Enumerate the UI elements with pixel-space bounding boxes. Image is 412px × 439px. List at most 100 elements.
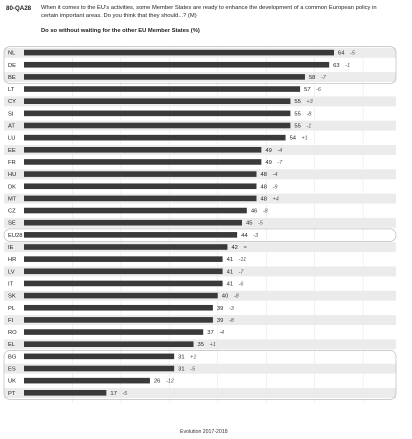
value-label: 41	[227, 281, 233, 287]
bar	[24, 377, 150, 384]
category-label: DE	[8, 63, 16, 69]
bar	[24, 219, 242, 226]
change-label: -3	[253, 233, 259, 239]
value-label: 40	[222, 294, 228, 300]
value-label: 58	[309, 75, 315, 81]
change-label: -3	[229, 306, 235, 312]
bar	[24, 195, 257, 202]
bar	[24, 317, 213, 323]
change-label: +3	[306, 99, 313, 105]
category-label: IT	[8, 281, 14, 287]
change-label: -5	[350, 51, 356, 57]
bar	[24, 341, 194, 347]
value-label: 39	[217, 306, 223, 312]
category-label: LU	[8, 136, 15, 142]
change-label: -4	[219, 330, 224, 336]
bar	[24, 159, 262, 165]
category-label: LT	[8, 87, 15, 93]
group-box	[3, 350, 397, 400]
value-label: 48	[261, 184, 267, 190]
value-label: 54	[290, 136, 297, 142]
group-box	[3, 228, 397, 242]
value-label: 64	[338, 51, 345, 57]
category-label: CY	[8, 99, 16, 105]
value-label: 31	[178, 354, 184, 360]
bar	[24, 390, 107, 396]
category-label: PT	[8, 391, 16, 397]
change-label: +1	[190, 354, 196, 360]
change-label: -5	[190, 367, 196, 373]
change-label: -5	[258, 221, 264, 227]
change-label: -6	[316, 87, 322, 93]
value-label: 49	[265, 160, 271, 166]
evolution-legend: Evolution 2017-2018	[180, 429, 228, 435]
category-label: FI	[8, 318, 14, 324]
change-label: +4	[273, 196, 279, 202]
bar	[24, 134, 286, 141]
value-label: 31	[178, 367, 184, 373]
change-label: -7	[277, 160, 283, 166]
category-label: EE	[8, 148, 16, 154]
value-label: 37	[207, 330, 213, 336]
category-label: BG	[8, 354, 17, 360]
question-id: 80-QA28	[6, 5, 32, 12]
change-label: -4	[277, 148, 282, 154]
value-label: 46	[251, 209, 257, 215]
category-label: BE	[8, 75, 16, 81]
change-label: -11	[239, 257, 247, 263]
bar	[24, 304, 213, 311]
bar	[24, 183, 257, 190]
bar	[24, 365, 175, 372]
value-label: 63	[333, 63, 339, 69]
bar	[24, 147, 262, 153]
change-label: -6	[239, 281, 245, 287]
bar	[24, 232, 238, 238]
change-label: +1	[210, 342, 216, 348]
value-label: 42	[231, 245, 237, 251]
value-label: 49	[265, 148, 271, 154]
change-label: -1	[345, 63, 350, 69]
change-label: -7	[239, 269, 245, 275]
bar	[24, 74, 305, 80]
value-label: 55	[294, 99, 300, 105]
change-label: +1	[302, 136, 308, 142]
category-label: HR	[8, 257, 16, 263]
category-label: ES	[8, 367, 16, 373]
value-label: 35	[198, 342, 204, 348]
category-label: NL	[8, 51, 16, 57]
bar	[24, 244, 228, 250]
category-label: UK	[8, 379, 16, 385]
bar	[24, 122, 291, 129]
category-label: IE	[8, 245, 14, 251]
value-label: 41	[227, 269, 233, 275]
bar	[24, 353, 175, 360]
change-label: -12	[166, 379, 174, 385]
category-label: PL	[8, 306, 16, 312]
category-label: RO	[8, 330, 17, 336]
category-label: HU	[8, 172, 16, 178]
row-band	[4, 339, 396, 350]
bar	[24, 268, 223, 275]
row-band	[4, 388, 396, 398]
change-label: -7	[321, 75, 327, 81]
category-label: SE	[8, 221, 16, 227]
category-label: EL	[8, 342, 16, 348]
bar	[24, 207, 247, 214]
bar	[24, 110, 291, 117]
bar	[24, 98, 291, 104]
change-label: -8	[234, 294, 240, 300]
value-label: 55	[294, 111, 300, 117]
value-label: 55	[294, 124, 300, 130]
bar	[24, 61, 330, 68]
category-label: SI	[8, 111, 14, 117]
change-label: =	[243, 245, 247, 251]
change-label: -5	[122, 391, 128, 397]
bar	[24, 256, 223, 262]
value-label: 26	[154, 379, 160, 385]
value-label: 39	[217, 318, 223, 324]
change-label: -8	[306, 111, 312, 117]
value-label: 48	[261, 196, 267, 202]
category-label: AT	[8, 124, 15, 130]
chart-subtitle: Do so without waiting for the other EU M…	[41, 28, 200, 34]
